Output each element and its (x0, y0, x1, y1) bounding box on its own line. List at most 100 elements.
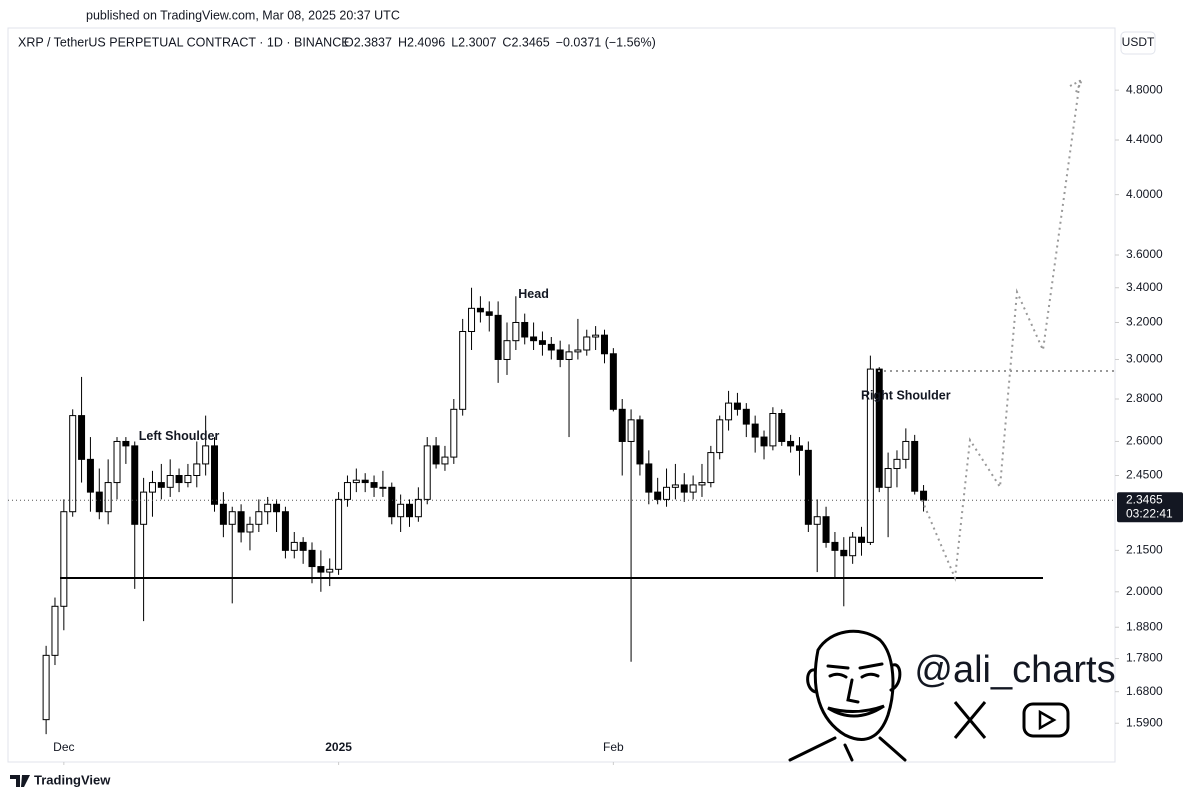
y-tick-label: 3.0000 (1126, 352, 1163, 366)
candle-body (822, 516, 830, 543)
candle-body (202, 445, 210, 465)
candle-body (671, 484, 679, 488)
y-tick-label: 2.8000 (1126, 391, 1163, 405)
projection-path (921, 79, 1081, 582)
candle-body (388, 486, 396, 518)
candle-body (875, 368, 883, 488)
x-tick-label: 2025 (325, 740, 352, 754)
candle-body (290, 541, 298, 551)
candle-body (565, 351, 573, 360)
candle-body (370, 482, 378, 488)
candle-body (246, 523, 254, 533)
price-tag-value: 2.3465 (1126, 492, 1163, 506)
candle-body (95, 491, 103, 513)
candle-body (468, 307, 476, 333)
y-tick-label: 1.6800 (1126, 684, 1163, 698)
candle-body (760, 436, 768, 447)
candle-body (556, 349, 564, 360)
y-tick-label: 2.6000 (1126, 434, 1163, 448)
candle-body (547, 343, 555, 351)
candle-body (273, 503, 281, 513)
candle-body (140, 491, 148, 525)
candle-body (512, 321, 520, 342)
candle-body (281, 511, 289, 551)
currency: USDT (1122, 35, 1155, 49)
y-tick-label: 4.8000 (1126, 82, 1163, 96)
candle-body (308, 549, 316, 568)
candle-body (795, 445, 803, 451)
symbol: XRP / TetherUS PERPETUAL CONTRACT · 1D ·… (18, 35, 350, 49)
candle-body (405, 503, 413, 518)
candle-body (175, 475, 183, 484)
candle-body (379, 486, 387, 489)
candle-body (343, 482, 351, 500)
candle-body (326, 568, 334, 573)
candle-body (503, 340, 511, 360)
ohlc-value: O2.3837 (344, 35, 392, 49)
youtube-icon (1022, 702, 1070, 738)
candle-body (654, 491, 662, 500)
candle-body (663, 486, 671, 500)
ohlc-value: −0.0371 (−1.56%) (556, 35, 656, 49)
ohlc-value: C2.3465 (502, 35, 549, 49)
candle-body (787, 440, 795, 447)
candle-body (264, 503, 272, 513)
candle-body (104, 482, 112, 513)
candle-body (397, 503, 405, 518)
candle-body (476, 307, 484, 313)
candle-body (78, 415, 86, 460)
candle-body (450, 408, 458, 458)
brand-logo (10, 775, 30, 787)
candle-body (113, 440, 121, 484)
y-tick-label: 3.4000 (1126, 280, 1163, 294)
candle-body (494, 314, 502, 360)
candle-body (228, 511, 236, 525)
candle-body (219, 503, 227, 525)
candle-body (636, 419, 644, 465)
candle-body (920, 490, 928, 501)
candle-body (51, 605, 59, 656)
plot (42, 287, 928, 735)
candle-body (459, 331, 467, 410)
y-tick-label: 2.1500 (1126, 543, 1163, 557)
candle-body (521, 321, 529, 338)
candle-body (122, 440, 130, 447)
candle-body (148, 482, 156, 493)
candle-body (813, 516, 821, 525)
candle-body (69, 415, 77, 513)
candle-body (60, 511, 68, 607)
avatar (788, 629, 907, 762)
candle-body (131, 445, 139, 525)
candle-body (689, 484, 697, 493)
candle-body (432, 445, 440, 465)
candle-body (423, 445, 431, 500)
candle-body (680, 484, 688, 493)
candle-body (840, 549, 848, 557)
candle-body (618, 408, 626, 442)
pattern-label: Left Shoulder (139, 429, 220, 443)
currency-box (1120, 31, 1156, 55)
candle-body (317, 566, 325, 573)
pattern-label: Right Shoulder (861, 389, 951, 403)
candle-body (751, 423, 759, 438)
candle-body (193, 463, 201, 477)
candle-body (778, 413, 786, 442)
candle-body (609, 353, 617, 410)
candle-body (574, 349, 582, 353)
candle-body (530, 336, 538, 342)
candle-body (157, 482, 165, 488)
candle-body (902, 440, 910, 460)
candle-body (299, 541, 307, 551)
candle-body (858, 536, 866, 543)
candle-body (893, 458, 901, 470)
candle-body (716, 419, 724, 454)
candle-body (42, 654, 50, 721)
price-tag-countdown: 03:22:41 (1126, 506, 1173, 520)
handle: @ali_charts (914, 649, 1115, 691)
candle-body (600, 334, 608, 355)
candle-body (769, 413, 777, 447)
candle-body (414, 498, 422, 518)
ohlc-value: H2.4096 (398, 35, 445, 49)
